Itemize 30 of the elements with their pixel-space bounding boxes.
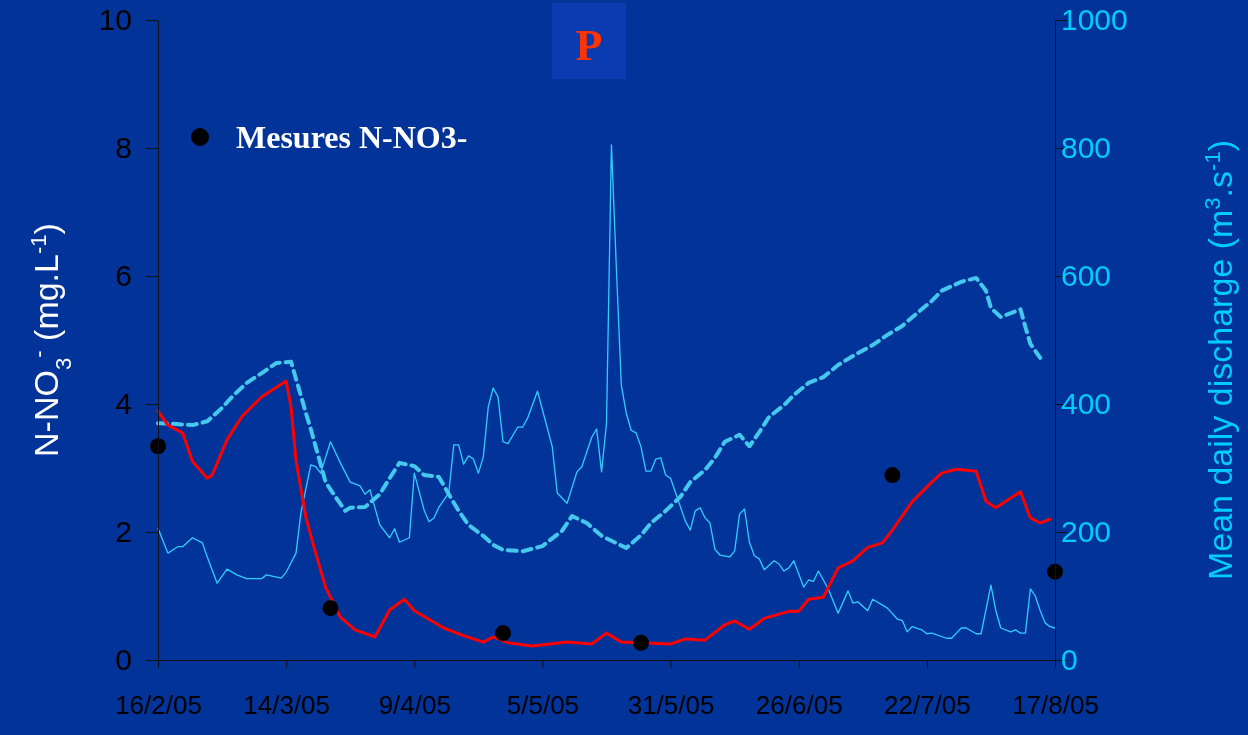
y-tick-label: 6 [115, 259, 132, 293]
y2-tick-label: 200 [1061, 515, 1112, 549]
line-series [156, 275, 1043, 554]
y2-tick-label: 400 [1061, 387, 1112, 421]
line-series [156, 379, 1052, 648]
x-tick-label: 14/3/05 [243, 690, 331, 721]
point [884, 467, 901, 484]
y2-tick-label: 800 [1061, 131, 1112, 165]
x-tick-label: 9/4/05 [378, 690, 451, 721]
x-tick-label: 26/6/05 [755, 690, 843, 721]
y2-tick-label: 600 [1061, 259, 1112, 293]
point [322, 600, 339, 617]
legend-label: Mesures N-NO3- [236, 119, 468, 155]
chart-title: P [575, 21, 603, 70]
y-tick-label: 8 [115, 131, 132, 165]
y2-tick-label: 1000 [1061, 3, 1128, 37]
x-tick-label: 22/7/05 [883, 690, 971, 721]
y2-tick-label: 0 [1061, 643, 1078, 677]
x-tick-label: 16/2/05 [115, 690, 202, 721]
point [495, 625, 511, 642]
point [1047, 563, 1063, 580]
x-tick-label: 17/8/05 [1012, 690, 1099, 721]
y-tick-label: 4 [115, 387, 132, 421]
point [150, 438, 166, 455]
x-tick-label: 31/5/05 [627, 690, 715, 721]
x-tick-label: 5/5/05 [506, 690, 580, 721]
y-tick-label: 0 [115, 643, 132, 677]
y-tick-label: 2 [115, 515, 132, 549]
y-tick-label: 10 [98, 3, 132, 37]
point [633, 634, 649, 651]
